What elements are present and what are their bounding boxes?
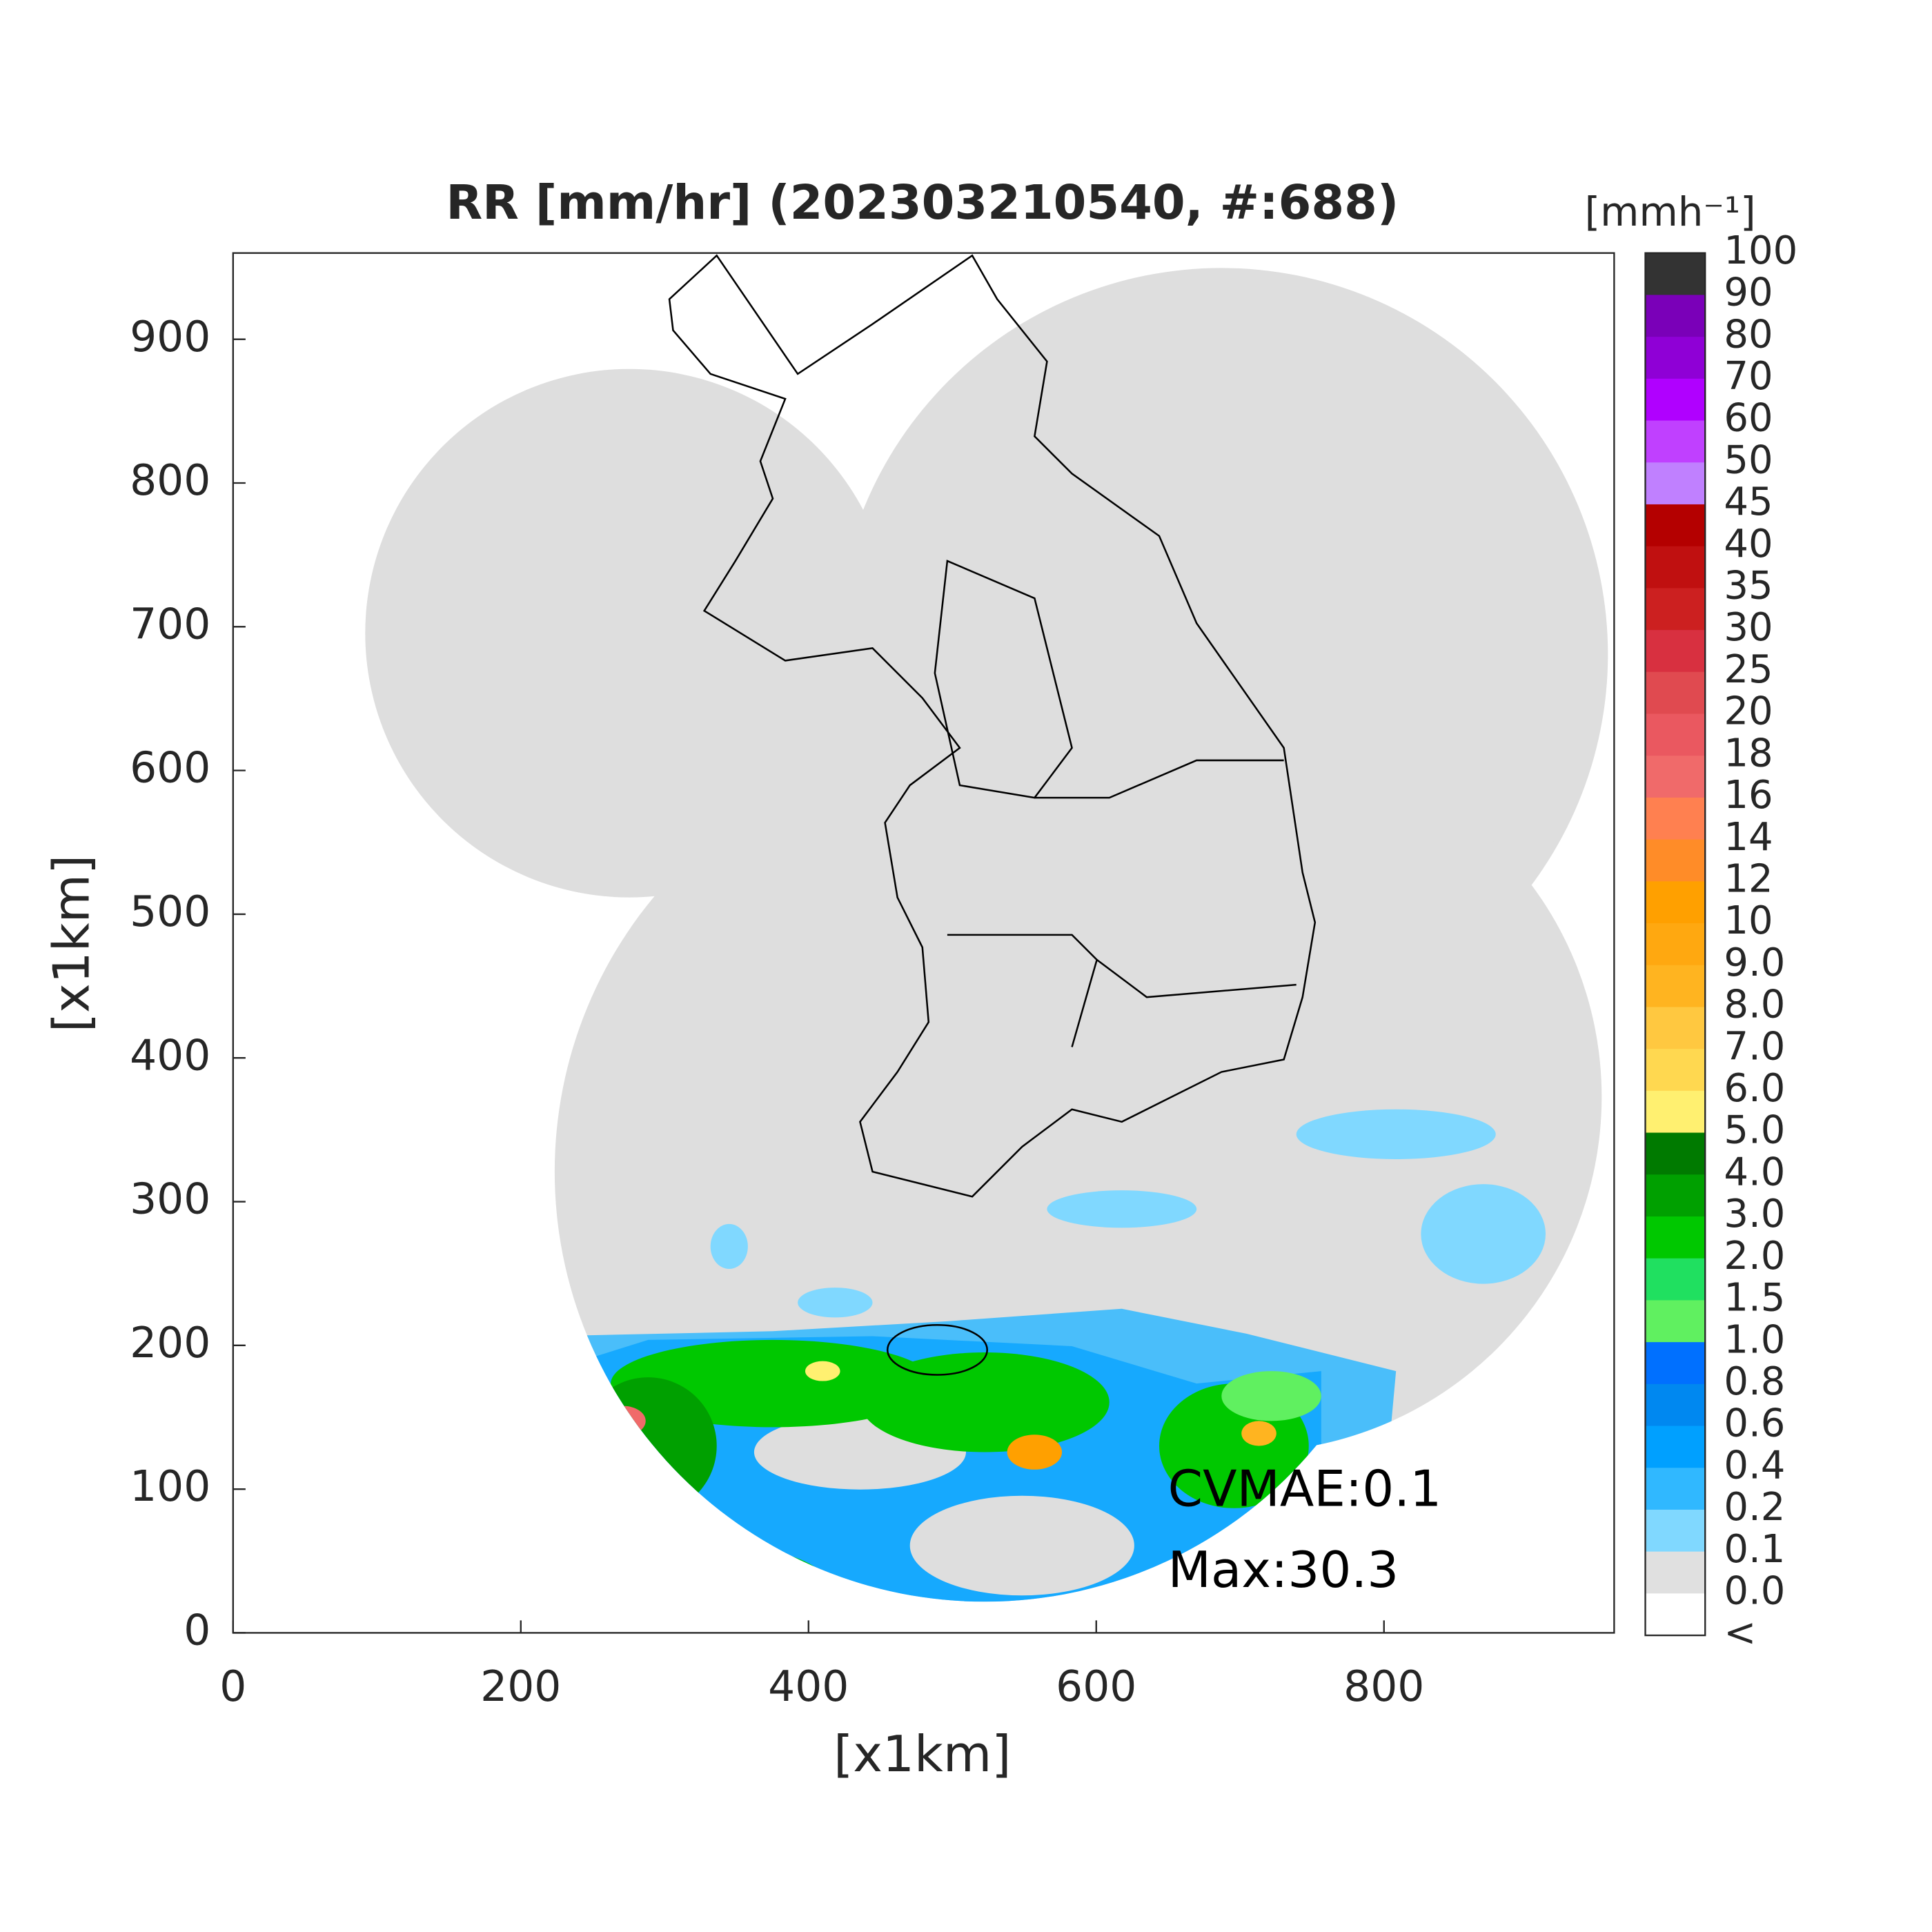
colorbar-segment — [1645, 839, 1706, 883]
colorbar-segment — [1645, 1426, 1706, 1469]
colorbar-tick-label: 18 — [1724, 731, 1773, 776]
coastline — [668, 254, 1317, 1376]
y-tick-label: 400 — [130, 1031, 210, 1080]
colorbar-tick-label: 0.0 — [1724, 1568, 1785, 1613]
colorbar-segment — [1645, 756, 1706, 798]
colorbar-tick-label: 25 — [1724, 647, 1773, 692]
colorbar-tick-label: 0.6 — [1724, 1401, 1785, 1446]
colorbar-tick-label: 0.2 — [1724, 1485, 1785, 1530]
colorbar-segment — [1645, 546, 1706, 589]
colorbar-tick-label: 40 — [1724, 522, 1773, 566]
colorbar-segment — [1645, 1007, 1706, 1050]
colorbar-segment — [1645, 588, 1706, 631]
radar-field — [365, 254, 1608, 1602]
y-tick-label: 300 — [130, 1175, 210, 1224]
y-tick-label: 100 — [130, 1462, 210, 1511]
colorbar-segment — [1645, 1258, 1706, 1301]
colorbar-segment — [1645, 797, 1706, 840]
x-tick-label: 400 — [768, 1662, 849, 1711]
colorbar-segment — [1645, 1300, 1706, 1343]
colorbar-tick-label: 20 — [1724, 689, 1773, 734]
colorbar-segment — [1645, 1132, 1706, 1176]
colorbar-tick-label: 2.0 — [1724, 1234, 1785, 1279]
rain-light — [710, 1109, 1546, 1318]
colorbar-tick-label: 6.0 — [1724, 1066, 1785, 1111]
colorbar-segment — [1645, 1509, 1706, 1552]
colorbar-segment — [1645, 713, 1706, 757]
colorbar-segment — [1645, 420, 1706, 464]
colorbar-tick-label: 70 — [1724, 354, 1773, 399]
colorbar-segment — [1645, 1468, 1706, 1510]
x-tick-label: 200 — [480, 1662, 561, 1711]
colorbar-tick-label: 100 — [1724, 228, 1797, 273]
y-tick-label: 200 — [130, 1319, 210, 1368]
y-axis-label: [x1km] — [43, 855, 101, 1032]
colorbar-tick-label: 0.4 — [1724, 1443, 1785, 1488]
colorbar-tick-label: 60 — [1724, 396, 1773, 441]
y-tick-label: 600 — [130, 744, 210, 793]
y-tick-label: 500 — [130, 887, 210, 936]
x-tick-label: 800 — [1343, 1662, 1424, 1711]
colorbar-tick-label: 8.0 — [1724, 983, 1785, 1027]
colorbar-segment — [1645, 1342, 1706, 1385]
colorbar-tick-label: 1.5 — [1724, 1276, 1785, 1321]
colorbar-tick-label: 5.0 — [1724, 1108, 1785, 1153]
colorbar-tick-label: 1.0 — [1724, 1317, 1785, 1362]
colorbar-segment — [1645, 1551, 1706, 1595]
colorbar-segment — [1645, 1593, 1706, 1636]
colorbar-segment — [1645, 923, 1706, 966]
colorbar-tick-label: 7.0 — [1724, 1024, 1785, 1069]
axes-box — [232, 252, 1615, 1634]
colorbar-tick-label: 50 — [1724, 437, 1773, 482]
annotation: Max:30.3 — [1168, 1541, 1399, 1599]
colorbar-tick-label: < — [1724, 1610, 1756, 1655]
colorbar-segment — [1645, 1174, 1706, 1217]
colorbar-tick-label: 45 — [1724, 480, 1773, 524]
colorbar-segment — [1645, 630, 1706, 673]
y-tick-label: 800 — [130, 456, 210, 505]
y-tick-label: 700 — [130, 600, 210, 649]
colorbar-segment — [1645, 881, 1706, 924]
colorbar-label: [mmh⁻¹] — [1585, 188, 1756, 235]
colorbar-segment — [1645, 1090, 1706, 1134]
colorbar-tick-label: 10 — [1724, 898, 1773, 943]
colorbar-tick-label: 80 — [1724, 312, 1773, 357]
colorbar-segment — [1645, 462, 1706, 505]
x-axis-label: [x1km] — [834, 1726, 1011, 1784]
colorbar-segment — [1645, 1049, 1706, 1092]
annotation: CVMAE:0.1 — [1168, 1460, 1442, 1518]
colorbar-tick-label: 12 — [1724, 856, 1773, 901]
colorbar-tick-label: 9.0 — [1724, 940, 1785, 985]
x-tick-label: 0 — [219, 1662, 246, 1711]
colorbar-tick-label: 30 — [1724, 605, 1773, 650]
y-tick-label: 0 — [184, 1606, 210, 1655]
colorbar-tick-label: 35 — [1724, 564, 1773, 609]
colorbar-segment — [1645, 965, 1706, 1008]
colorbar-segment — [1645, 1216, 1706, 1259]
colorbar-tick-label: 0.1 — [1724, 1527, 1785, 1572]
colorbar-segment — [1645, 671, 1706, 715]
x-tick-label: 600 — [1056, 1662, 1136, 1711]
colorbar-tick-label: 16 — [1724, 773, 1773, 818]
colorbar-segment — [1645, 253, 1706, 296]
colorbar-segment — [1645, 378, 1706, 422]
y-tick-label: 900 — [130, 313, 210, 362]
colorbar-tick-label: 90 — [1724, 270, 1773, 315]
chart-title: RR [mm/hr] (202303210540, #:688) — [446, 175, 1399, 230]
colorbar-segment — [1645, 504, 1706, 547]
colorbar-segment — [1645, 1383, 1706, 1427]
colorbar-tick-label: 14 — [1724, 815, 1773, 860]
colorbar-tick-label: 0.8 — [1724, 1359, 1785, 1404]
colorbar-segment — [1645, 337, 1706, 379]
colorbar-segment — [1645, 295, 1706, 338]
colorbar-frame — [1644, 252, 1706, 1637]
colorbar-tick-label: 4.0 — [1724, 1150, 1785, 1194]
colorbar-tick-label: 3.0 — [1724, 1192, 1785, 1236]
